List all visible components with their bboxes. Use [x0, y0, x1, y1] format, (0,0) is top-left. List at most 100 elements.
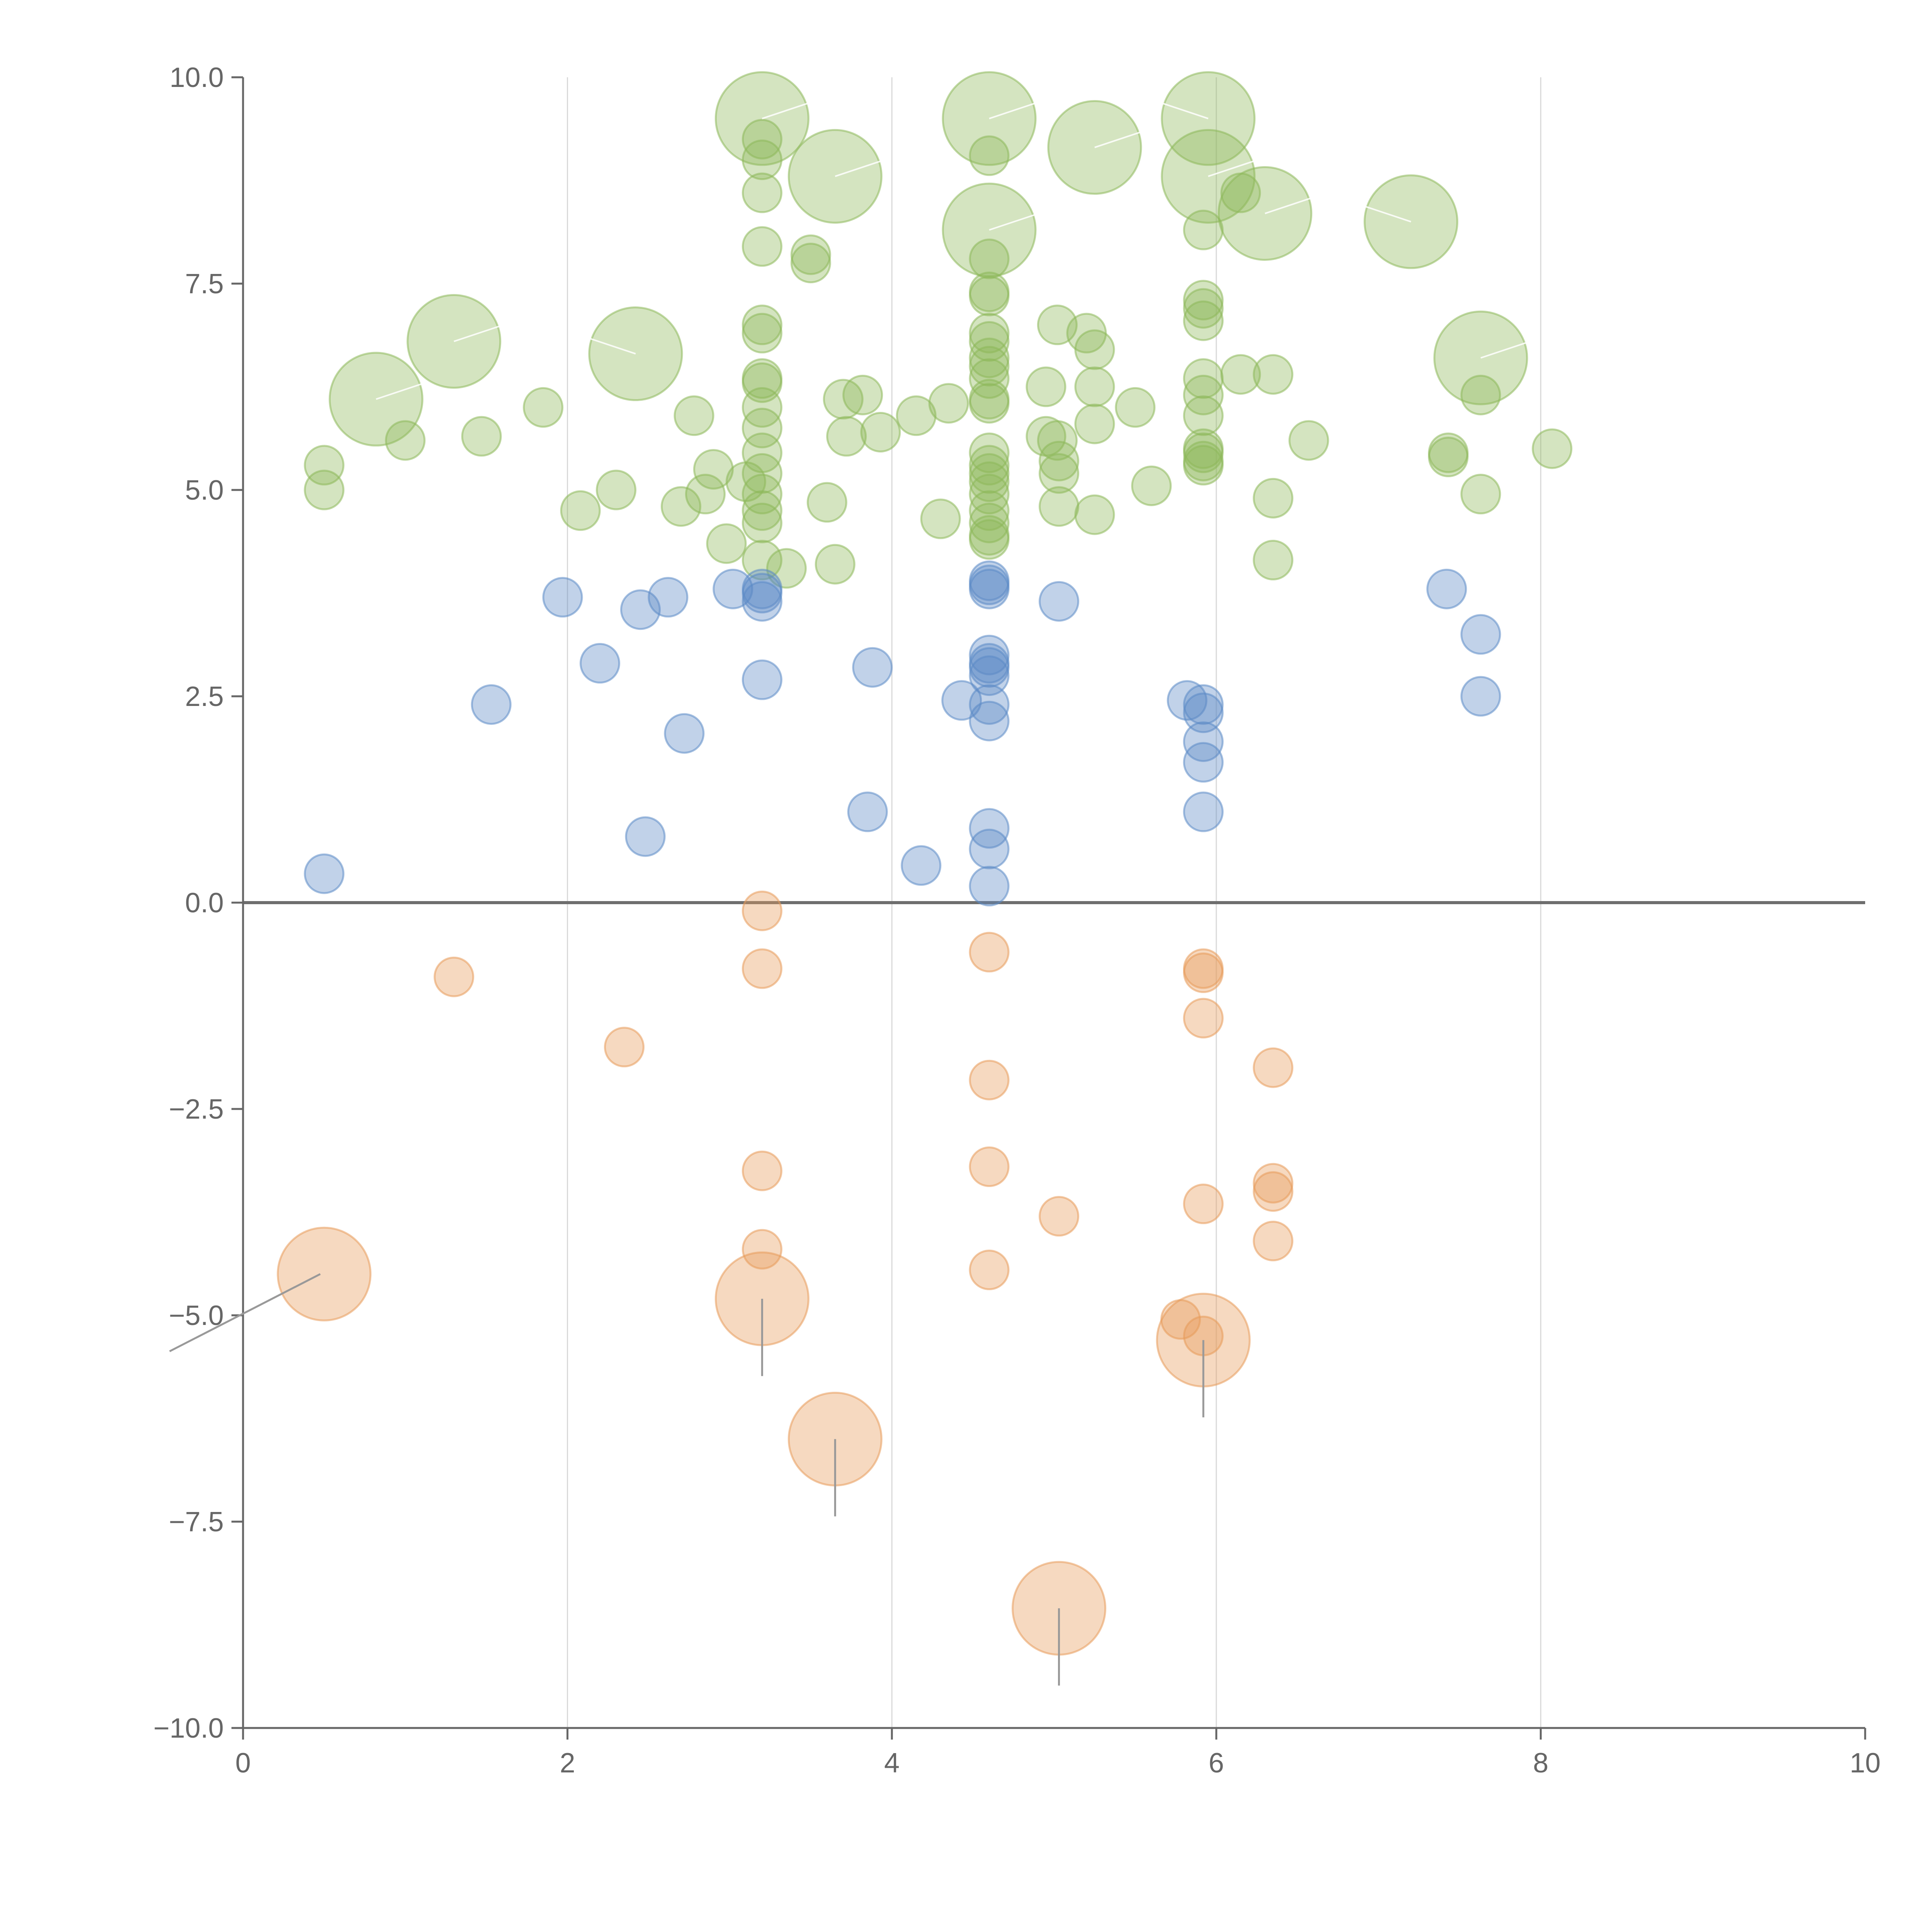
bubble-blue — [969, 808, 1010, 849]
bubble-green — [742, 490, 782, 531]
bubble-green — [1074, 403, 1115, 444]
bubble-green — [742, 387, 782, 428]
bubble-orange — [434, 956, 474, 997]
bubble-green — [304, 469, 345, 510]
bubble-orange — [969, 1060, 1010, 1100]
leader-line — [169, 1273, 321, 1352]
y-tick-label: 0.0 — [185, 888, 224, 918]
y-tick-label: −5.0 — [169, 1300, 224, 1331]
bubble-green — [742, 432, 782, 473]
y-tick-label: −7.5 — [169, 1507, 224, 1537]
leader-line-light — [835, 160, 882, 177]
x-tick-label: 0 — [235, 1748, 251, 1779]
x-tick-label: 8 — [1533, 1748, 1548, 1779]
bubble-green — [1532, 428, 1573, 469]
bubble-green — [461, 416, 502, 457]
bubble-orange — [1253, 1047, 1294, 1088]
bubble-green — [969, 337, 1010, 378]
y-tick-label: −2.5 — [169, 1094, 224, 1125]
bubble-green — [920, 498, 961, 539]
bubble-green — [969, 346, 1010, 387]
bubble-blue — [901, 845, 942, 886]
bubble-green — [1460, 474, 1501, 515]
bubble-orange — [1183, 948, 1224, 989]
bubble-green — [560, 490, 601, 531]
bubble-green — [1131, 465, 1172, 506]
axes: 10.0 7.5 5.0 2.5 0.0 −2.5 −5.0 −7.5 −10.0 0 2 4 6 8 10 — [153, 62, 1881, 1779]
bubble-orange — [1039, 1196, 1080, 1237]
bubble-green — [660, 486, 701, 527]
bubble-orange — [1253, 1163, 1294, 1204]
x-tick-label: 4 — [884, 1748, 900, 1779]
x-tick-label: 6 — [1209, 1748, 1224, 1779]
bubble-blue — [620, 589, 661, 630]
bubble-blue — [742, 573, 782, 614]
bubble-blue — [1460, 676, 1501, 717]
bubble-blue — [969, 647, 1010, 688]
bubble-green — [1037, 420, 1078, 461]
bubble-orange — [277, 1226, 372, 1321]
y-tick-label: −10.0 — [153, 1713, 224, 1744]
leader-line-light — [376, 383, 423, 400]
bubble-orange — [742, 1150, 782, 1191]
bubble-green — [596, 469, 637, 510]
bubble-green — [742, 313, 782, 354]
bubble-green — [1220, 354, 1261, 395]
bubble-blue — [969, 828, 1010, 869]
bubble-blue — [1460, 614, 1501, 655]
bubble-green — [928, 383, 969, 424]
bubble-blue — [847, 791, 888, 832]
bubble-blue — [969, 568, 1010, 609]
bubble-green — [1039, 440, 1080, 481]
bubble-green — [742, 408, 782, 449]
bubble-green — [1115, 387, 1156, 428]
bubble-green — [1253, 540, 1294, 581]
x-tick-label: 10 — [1850, 1748, 1881, 1779]
bubble-orange — [742, 948, 782, 989]
bubble-green — [969, 313, 1010, 354]
bubble-green — [742, 119, 782, 160]
bubble-green — [742, 304, 782, 345]
bubble-green — [790, 243, 831, 284]
bubble-blue — [1039, 581, 1080, 622]
bubble-blue — [542, 577, 583, 618]
bubble-green — [969, 461, 1010, 502]
bubble-orange — [1183, 998, 1224, 1039]
bubble-green — [969, 321, 1010, 362]
leader-line-light — [1480, 342, 1527, 359]
leader-line-light — [1094, 131, 1141, 148]
leader-line-light — [1208, 160, 1255, 177]
bubble-green — [1253, 478, 1294, 519]
bubble-orange — [1183, 1184, 1224, 1225]
bubble-orange — [969, 1146, 1010, 1187]
bubble-blue — [969, 701, 1010, 742]
bubble-green — [1183, 432, 1224, 473]
bubble-blue — [1167, 680, 1208, 721]
bubble-green — [742, 502, 782, 543]
bubble-blue — [1183, 721, 1224, 762]
bubble-green — [969, 238, 1010, 279]
bubble-green — [1460, 374, 1501, 415]
bubble-blue — [1183, 684, 1224, 725]
bubble-blue — [742, 581, 782, 622]
bubble-green — [826, 416, 867, 457]
bubble-green — [815, 544, 855, 585]
leader-line-light — [589, 337, 636, 355]
bubble-orange — [1253, 1171, 1294, 1212]
bubble-green — [523, 387, 564, 428]
bubble-green — [1428, 437, 1469, 478]
y-tick-label: 7.5 — [185, 269, 224, 299]
bubble-green — [969, 135, 1010, 176]
bubble-green — [1183, 288, 1224, 329]
bubble-green — [969, 383, 1010, 424]
bubble-green — [969, 453, 1010, 494]
bubble-green — [742, 362, 782, 403]
bubble-green — [1253, 354, 1294, 395]
bubble-green — [742, 139, 782, 180]
x-tick-label: 2 — [560, 1748, 575, 1779]
bubble-green — [742, 453, 782, 494]
leader-line-light — [1364, 205, 1412, 223]
bubble-green — [304, 445, 345, 486]
bubble-blue — [1183, 791, 1224, 832]
